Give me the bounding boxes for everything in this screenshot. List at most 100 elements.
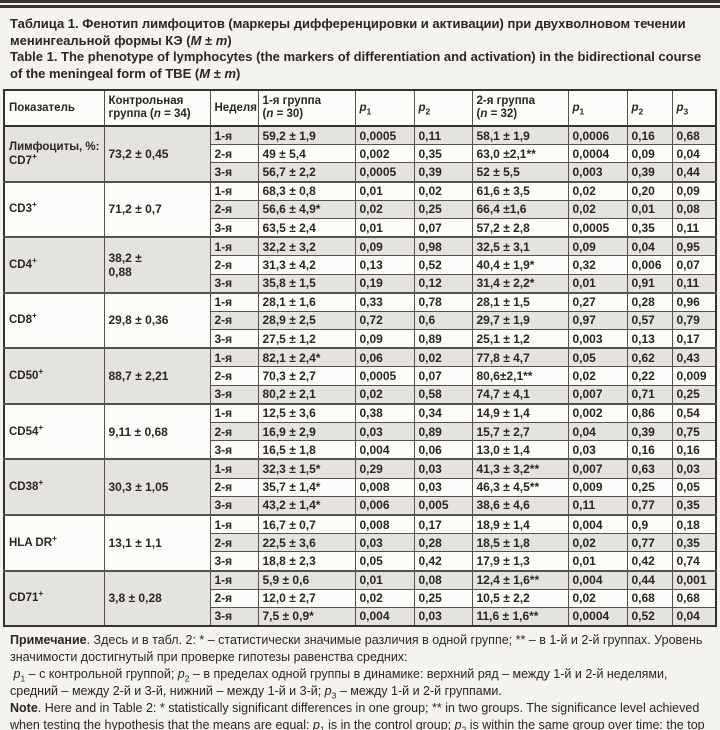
p-value-cell: 0,35 <box>671 533 717 553</box>
p-value-cell: 0,02 <box>354 384 415 405</box>
p-value-cell: 0,02 <box>567 533 628 553</box>
p-value-cell: 0,11 <box>671 217 717 238</box>
p-value-cell: 0,77 <box>626 533 673 553</box>
p-value-cell: 0,33 <box>354 291 415 312</box>
table-row: 2-я 31,3 ± 4,2 0,13 0,52 40,4 ± 1,9* 0,32 0,00… <box>4 255 717 275</box>
group-value-cell: 80,6±2,1** <box>471 366 569 386</box>
table-row: 3-я 80,2 ± 2,1 0,02 0,58 74,7 ± 4,1 0,007 0,71… <box>4 384 717 405</box>
p-value-cell: 0,04 <box>567 421 628 442</box>
group-value-cell: 82,1 ± 2,4* <box>257 347 356 368</box>
p-value-cell: 0,03 <box>354 421 415 442</box>
p-value-cell: 0,002 <box>567 402 628 423</box>
p-value-cell: 0,35 <box>671 495 717 516</box>
column-header-p1-g1: p1 <box>354 89 415 127</box>
p-value-cell: 0,01 <box>626 199 673 219</box>
group-value-cell: 38,6 ± 4,6 <box>471 495 569 516</box>
group-value-cell: 18,8 ± 2,3 <box>257 551 356 571</box>
p-value-cell: 0,11 <box>413 125 473 146</box>
week-cell: 3-я <box>209 217 259 238</box>
control-value-cell: 73,2 ± 0,45 <box>103 125 211 183</box>
p-value-cell: 0,01 <box>354 180 415 201</box>
group-value-cell: 63,5 ± 2,4 <box>257 217 356 238</box>
week-cell: 3-я <box>209 162 259 183</box>
p-value-cell: 0,02 <box>413 180 473 201</box>
control-value-cell: 29,8 ± 0,36 <box>103 291 211 349</box>
group-value-cell: 70,3 ± 2,7 <box>257 366 356 386</box>
p-value-cell: 0,16 <box>626 440 673 460</box>
p-value-cell: 0,0005 <box>567 217 628 238</box>
week-cell: 1-я <box>209 125 259 146</box>
p-value-cell: 0,13 <box>626 329 673 349</box>
group-value-cell: 12,4 ± 1,6** <box>471 569 569 590</box>
group-value-cell: 15,7 ± 2,7 <box>471 421 569 442</box>
p-value-cell: 0,44 <box>671 162 717 183</box>
group-value-cell: 77,8 ± 4,7 <box>471 347 569 368</box>
p-value-cell: 0,02 <box>413 347 473 368</box>
p-value-cell: 0,89 <box>413 421 473 442</box>
p-value-cell: 0,004 <box>354 606 415 627</box>
p-value-cell: 0,005 <box>413 495 473 516</box>
p-value-cell: 0,02 <box>567 180 628 201</box>
p-value-cell: 0,57 <box>626 310 673 331</box>
p-value-cell: 0,16 <box>626 125 673 146</box>
week-cell: 2-я <box>209 144 259 164</box>
marker-label-cell: CD71+ <box>3 569 105 627</box>
column-header-indicator: Показатель <box>3 89 105 127</box>
table-row: 3-я 43,2 ± 1,4* 0,006 0,005 38,6 ± 4,6 0,11 0,… <box>4 495 717 516</box>
group-value-cell: 56,7 ± 2,2 <box>257 162 356 183</box>
table-row: CD50+ 88,7 ± 2,21 1-я 82,1 ± 2,4* 0,06 0,02 77… <box>3 347 717 405</box>
p-value-cell: 0,01 <box>567 273 628 294</box>
p-value-cell: 0,003 <box>567 329 628 349</box>
p-value-cell: 0,39 <box>626 162 673 183</box>
week-cell: 2-я <box>209 366 259 386</box>
p-value-cell: 0,20 <box>626 180 673 201</box>
p-value-cell: 0,09 <box>354 329 415 349</box>
p-value-cell: 0,62 <box>626 347 673 368</box>
p-value-cell: 0,04 <box>671 144 717 164</box>
p-value-cell: 0,003 <box>567 162 628 183</box>
marker-label-cell: CD54+ <box>3 402 105 460</box>
table-row: 3-я 63,5 ± 2,4 0,01 0,07 57,2 ± 2,8 0,0005 0,3… <box>4 217 717 238</box>
p-value-cell: 0,03 <box>413 458 473 479</box>
group-value-cell: 27,5 ± 1,2 <box>257 329 356 349</box>
p-value-cell: 0,01 <box>354 569 415 590</box>
group-value-cell: 10,5 ± 2,2 <box>471 588 569 608</box>
week-cell: 3-я <box>209 551 259 571</box>
week-cell: 1-я <box>209 236 259 257</box>
p-value-cell: 0,29 <box>354 458 415 479</box>
week-cell: 1-я <box>209 458 259 479</box>
p-value-cell: 0,78 <box>413 291 473 312</box>
p-value-cell: 0,05 <box>671 477 717 497</box>
p-value-cell: 0,79 <box>671 310 717 331</box>
week-cell: 1-я <box>209 347 259 368</box>
p-value-cell: 0,17 <box>671 329 717 349</box>
group-value-cell: 22,5 ± 3,6 <box>257 533 356 553</box>
table-row: 3-я 18,8 ± 2,3 0,05 0,42 17,9 ± 1,3 0,01 0,42 0… <box>4 551 717 571</box>
group-value-cell: 31,3 ± 4,2 <box>257 255 356 275</box>
group-value-cell: 28,1 ± 1,6 <box>257 291 356 312</box>
group-value-cell: 32,2 ± 3,2 <box>257 236 356 257</box>
p-value-cell: 0,09 <box>567 236 628 257</box>
group-value-cell: 16,5 ± 1,8 <box>257 440 356 460</box>
group-value-cell: 17,9 ± 1,3 <box>471 551 569 571</box>
p-value-cell: 0,44 <box>626 569 673 590</box>
p-value-cell: 0,58 <box>413 384 473 405</box>
table-row: CD71+ 3,8 ± 0,28 1-я 5,9 ± 0,6 0,01 0,08 12,4 … <box>3 569 717 627</box>
group-value-cell: 28,9 ± 2,5 <box>257 310 356 331</box>
p-value-cell: 0,11 <box>567 495 628 516</box>
p-value-cell: 0,06 <box>354 347 415 368</box>
p-value-cell: 0,0004 <box>567 144 628 164</box>
p-value-cell: 0,09 <box>671 180 717 201</box>
p-value-cell: 0,02 <box>354 588 415 608</box>
p-value-cell: 0,01 <box>567 551 628 571</box>
table-header: Показатель Контрольная группа (n = 34) Нед… <box>3 89 717 127</box>
p-value-cell: 0,008 <box>354 513 415 535</box>
group-value-cell: 61,6 ± 3,5 <box>471 180 569 201</box>
p-value-cell: 0,25 <box>626 477 673 497</box>
note-en: Note. Here and in Table 2: * statistical… <box>10 701 705 730</box>
week-cell: 1-я <box>209 180 259 201</box>
p-value-cell: 0,004 <box>567 513 628 535</box>
p-value-cell: 0,39 <box>413 162 473 183</box>
p-value-cell: 0,71 <box>626 384 673 405</box>
p-value-cell: 0,08 <box>671 199 717 219</box>
